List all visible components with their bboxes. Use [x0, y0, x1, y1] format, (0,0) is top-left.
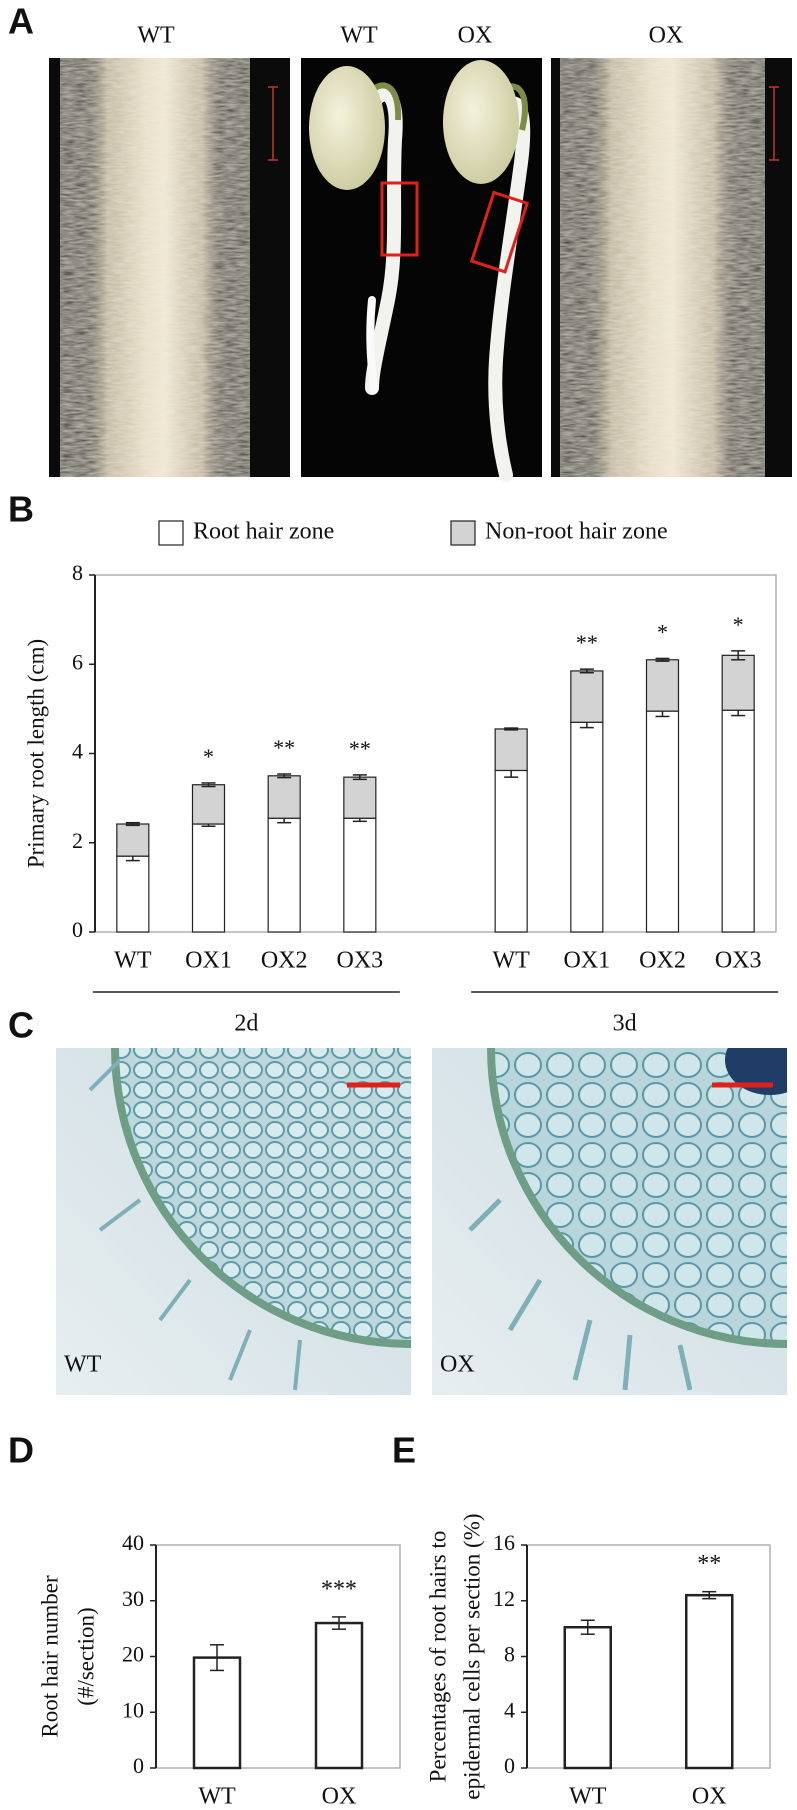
- x-tick-label: WT: [198, 1784, 236, 1810]
- legend-label: Non-root hair zone: [485, 519, 668, 545]
- x-tick-label: OX2: [639, 948, 686, 974]
- y-tick-label: 20: [122, 1642, 144, 1667]
- panel-letter: C: [8, 1005, 34, 1046]
- x-tick-label: OX3: [336, 948, 383, 974]
- y-tick-label: 12: [493, 1586, 515, 1611]
- panel-letter: B: [8, 489, 34, 530]
- photo-label: OX: [440, 1352, 475, 1378]
- y-tick-label: 8: [72, 560, 83, 585]
- bar-segment: [721, 654, 755, 711]
- y-tick-label: 4: [72, 739, 83, 764]
- photo-section-wt: [56, 1048, 411, 1395]
- y-tick-label: 6: [72, 649, 83, 674]
- y-tick-label: 30: [122, 1586, 144, 1611]
- significance-label: **: [273, 735, 295, 760]
- panel-letter: E: [392, 1430, 416, 1471]
- y-tick-label: 16: [493, 1530, 515, 1555]
- panel-letter: D: [8, 1430, 34, 1471]
- bar-segment: [191, 784, 226, 825]
- significance-label: *: [733, 612, 744, 637]
- plot-frame: [155, 1544, 401, 1769]
- bar-segment: [645, 659, 680, 712]
- photo-label: WT: [340, 23, 378, 49]
- photo-label: WT: [137, 23, 175, 49]
- y-tick-label: 0: [133, 1753, 144, 1778]
- bar: [563, 1625, 612, 1770]
- x-tick-label: OX3: [715, 948, 762, 974]
- x-tick-label: OX: [692, 1784, 727, 1810]
- y-axis-label: Root hair number: [37, 1575, 62, 1738]
- y-axis-label: Primary root length (cm): [23, 639, 48, 868]
- y-axis-label: (#/section): [73, 1607, 98, 1705]
- photo-root-wt: [49, 58, 290, 477]
- bar-segment: [645, 710, 680, 933]
- bar-segment: [721, 709, 755, 933]
- y-tick-label: 8: [504, 1642, 515, 1667]
- bar-segment: [494, 728, 528, 772]
- photo-section-ox: [432, 1048, 787, 1395]
- photo-seedlings: [301, 58, 542, 482]
- bar-segment: [267, 817, 301, 933]
- panel-letter: A: [8, 1, 34, 42]
- significance-label: **: [697, 1551, 721, 1577]
- y-tick-label: 40: [122, 1530, 144, 1555]
- bar-segment: [116, 823, 150, 857]
- significance-label: *: [657, 619, 668, 644]
- x-tick-label: WT: [114, 948, 152, 974]
- y-tick-label: 4: [504, 1697, 515, 1722]
- legend-label: Root hair zone: [193, 519, 334, 545]
- photo-label: OX: [458, 23, 493, 49]
- significance-label: *: [203, 744, 214, 769]
- legend-swatch: [158, 520, 184, 546]
- bar-segment: [191, 823, 226, 933]
- y-tick-label: 2: [72, 828, 83, 853]
- significance-label: **: [576, 630, 598, 655]
- bar: [192, 1656, 242, 1770]
- significance-label: ***: [321, 1576, 357, 1602]
- bar: [685, 1593, 734, 1770]
- bar-segment: [116, 855, 150, 933]
- y-tick-label: 0: [72, 917, 83, 942]
- x-tick-label: WT: [493, 948, 531, 974]
- y-tick-label: 0: [504, 1753, 515, 1778]
- photo-label: WT: [64, 1352, 102, 1378]
- group-label: 2d: [234, 1011, 258, 1037]
- bar: [314, 1621, 364, 1770]
- bar-segment: [343, 817, 377, 933]
- x-tick-label: OX2: [261, 948, 308, 974]
- photo-label: OX: [649, 23, 684, 49]
- group-label: 3d: [613, 1011, 637, 1037]
- bar-segment: [267, 775, 301, 819]
- bar-segment: [343, 776, 377, 819]
- x-tick-label: OX: [322, 1784, 357, 1810]
- y-tick-label: 10: [122, 1697, 144, 1722]
- photo-root-ox: [551, 58, 792, 477]
- x-tick-label: WT: [569, 1784, 607, 1810]
- bar-segment: [494, 769, 528, 933]
- legend-swatch: [450, 520, 476, 546]
- bar-segment: [570, 670, 604, 723]
- y-axis-label: Percentages of root hairs to: [425, 1531, 450, 1783]
- x-tick-label: OX1: [185, 948, 232, 974]
- plot-frame: [526, 1544, 771, 1769]
- bar-segment: [570, 721, 604, 933]
- significance-label: **: [349, 736, 371, 761]
- y-axis-label: epidermal cells per section (%): [459, 1513, 484, 1799]
- x-tick-label: OX1: [563, 948, 610, 974]
